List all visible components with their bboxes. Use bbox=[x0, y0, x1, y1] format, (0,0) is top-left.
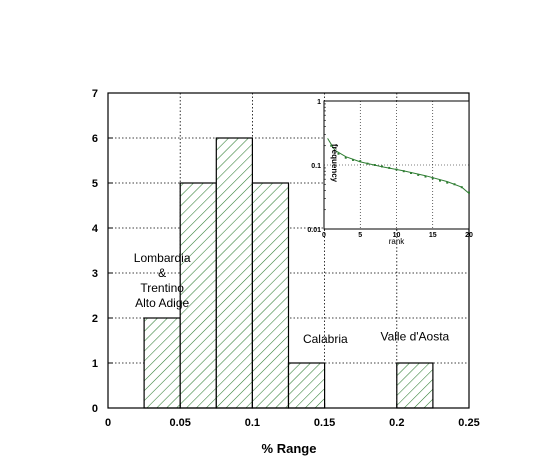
inset-data-point bbox=[388, 166, 391, 169]
inset-y-axis-title: frequency bbox=[330, 144, 339, 183]
x-tick-label: 0.25 bbox=[458, 417, 479, 429]
x-tick-label: 0.2 bbox=[389, 417, 404, 429]
inset-data-point bbox=[424, 175, 427, 178]
histogram-bar bbox=[215, 137, 254, 409]
inset-data-point bbox=[410, 171, 412, 174]
histogram-bar bbox=[396, 362, 434, 409]
inset-x-tick-label: 20 bbox=[465, 232, 473, 239]
inset-y-tick-label: 0.01 bbox=[307, 227, 321, 234]
inset-x-tick-label: 5 bbox=[358, 232, 362, 239]
bin-annotation: Alto Adige bbox=[135, 296, 189, 310]
x-tick-label: 0.05 bbox=[169, 417, 190, 429]
inset-data-point bbox=[381, 165, 383, 168]
y-tick-label: 3 bbox=[92, 268, 98, 280]
histogram-bar bbox=[251, 182, 290, 409]
inset-data-point bbox=[330, 144, 333, 147]
bin-annotation: Calabria bbox=[303, 332, 348, 346]
inset-y-tick-label: 1 bbox=[317, 99, 321, 106]
inset-data-point bbox=[337, 152, 340, 155]
inset-data-point bbox=[453, 183, 456, 186]
y-tick-label: 5 bbox=[92, 178, 98, 190]
inset-y-tick-label: 0.1 bbox=[311, 163, 321, 170]
inset-data-point bbox=[352, 158, 354, 161]
inset-data-point bbox=[359, 160, 362, 163]
y-tick-label: 0 bbox=[92, 403, 98, 415]
y-tick-label: 1 bbox=[92, 358, 98, 370]
y-tick-label: 4 bbox=[92, 223, 99, 235]
inset-data-point bbox=[366, 162, 369, 165]
histogram-bar bbox=[143, 317, 181, 409]
x-tick-label: 0.15 bbox=[314, 417, 335, 429]
x-tick-label: 0 bbox=[105, 417, 111, 429]
inset-data-point bbox=[395, 168, 398, 171]
inset-x-tick-label: 10 bbox=[393, 232, 401, 239]
bin-annotation: Valle d'Aosta bbox=[380, 330, 449, 344]
inset-data-point bbox=[402, 170, 405, 173]
main-plot-frame bbox=[107, 92, 470, 409]
inset-x-axis-title: rank bbox=[389, 237, 406, 246]
inset-data-point bbox=[431, 177, 434, 180]
inset-data-point bbox=[460, 186, 463, 189]
bin-annotation: & bbox=[158, 266, 166, 280]
bin-annotation: Lombardia bbox=[134, 251, 191, 265]
y-tick-label: 2 bbox=[92, 313, 98, 325]
inset-data-point bbox=[468, 191, 470, 194]
inset-data-point bbox=[417, 173, 420, 176]
inset-data-point bbox=[439, 179, 441, 182]
x-axis-title: % Range bbox=[262, 441, 317, 456]
inset-data-point bbox=[446, 181, 449, 184]
inset-rank-frequency-plot: 0 5 10 15 20 0.01 0.1 1 rank frequency bbox=[307, 99, 473, 246]
inset-x-tick-label: 15 bbox=[429, 232, 437, 239]
bin-annotation: Trentino bbox=[140, 281, 184, 295]
inset-data-point bbox=[344, 156, 347, 159]
histogram-bar bbox=[287, 362, 326, 409]
histogram-bars bbox=[143, 137, 434, 409]
y-tick-label: 6 bbox=[92, 133, 98, 145]
inset-data-point bbox=[373, 164, 376, 166]
y-tick-label: 7 bbox=[92, 88, 98, 100]
x-tick-label: 0.1 bbox=[245, 417, 260, 429]
inset-x-tick-label: 0 bbox=[322, 232, 326, 239]
